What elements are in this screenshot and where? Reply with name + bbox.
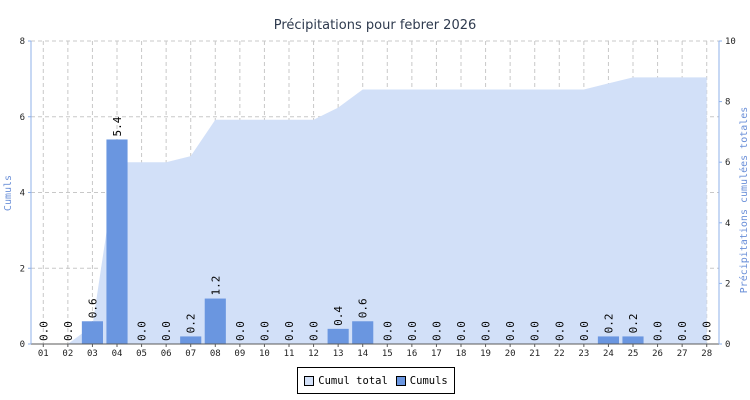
y-left-tick-label: 4 [20,189,25,199]
bar-14 [352,321,374,344]
data-label-01: 0.0 [37,321,50,341]
x-tick-label: 01 [38,349,49,359]
bar-25 [622,336,644,344]
cumul-total-area [43,77,707,345]
bar-24 [597,336,619,344]
data-label-22: 0.0 [553,321,566,341]
data-label-27: 0.0 [676,321,689,341]
x-tick-label: 20 [505,349,516,359]
data-label-21: 0.0 [529,321,542,341]
legend-item-cumul-total: Cumul total [304,375,388,387]
bar-07 [180,336,202,344]
x-tick-label: 17 [431,349,442,359]
legend-label-cumul-total: Cumul total [318,374,388,387]
y-left-tick-label: 6 [20,113,25,123]
data-label-05: 0.0 [136,321,149,341]
data-label-18: 0.0 [455,321,468,341]
data-label-14: 0.6 [357,298,370,318]
y-right-tick-label: 10 [725,37,736,47]
x-tick-label: 22 [554,349,565,359]
bar-04 [106,139,128,344]
data-label-20: 0.0 [504,321,517,341]
x-tick-label: 18 [456,349,467,359]
x-tick-label: 09 [234,349,245,359]
y-right-tick-label: 0 [725,340,730,350]
y-axis-left-label: Cumuls [3,175,14,211]
data-label-08: 1.2 [209,276,222,296]
data-label-13: 0.4 [332,306,345,326]
x-tick-label: 05 [136,349,147,359]
legend-swatch-cumuls [395,375,406,386]
data-label-12: 0.0 [308,321,321,341]
data-label-24: 0.2 [602,314,615,334]
x-tick-label: 27 [677,349,688,359]
y-left-tick-label: 2 [20,264,25,274]
data-label-11: 0.0 [283,321,296,341]
legend: Cumul total Cumuls [297,367,455,394]
x-tick-label: 26 [652,349,663,359]
x-tick-label: 04 [112,349,123,359]
data-label-23: 0.0 [578,321,591,341]
legend-swatch-cumul-total [304,375,315,386]
x-tick-label: 08 [210,349,221,359]
x-tick-label: 15 [382,349,393,359]
x-tick-label: 07 [185,349,196,359]
legend-label-cumuls: Cumuls [409,374,448,387]
x-tick-label: 25 [628,349,639,359]
x-tick-label: 06 [161,349,172,359]
x-tick-label: 12 [308,349,319,359]
data-label-06: 0.0 [160,321,173,341]
x-tick-label: 23 [578,349,589,359]
x-tick-label: 19 [480,349,491,359]
data-label-09: 0.0 [234,321,247,341]
y-left-tick-label: 8 [20,37,25,47]
y-right-tick-label: 2 [725,279,730,289]
data-label-07: 0.2 [185,314,198,334]
x-tick-label: 03 [87,349,98,359]
data-label-02: 0.0 [62,321,75,341]
x-tick-label: 24 [603,349,614,359]
x-tick-label: 21 [529,349,540,359]
y-right-tick-label: 8 [725,98,730,108]
bar-13 [327,328,349,344]
cumul-total-area-shape [43,77,707,345]
data-label-26: 0.0 [652,321,665,341]
data-label-10: 0.0 [258,321,271,341]
y-right-tick-label: 6 [725,158,730,168]
x-tick-label: 02 [62,349,73,359]
bar-03 [81,321,103,344]
data-label-28: 0.0 [701,321,714,341]
x-tick-label: 10 [259,349,270,359]
data-label-25: 0.2 [627,314,640,334]
y-axis-right-label: Précipitations cumulées totales [738,107,750,294]
bar-08 [204,298,226,344]
chart-title: Précipitations pour febrer 2026 [274,18,477,33]
data-label-19: 0.0 [480,321,493,341]
data-label-17: 0.0 [430,321,443,341]
data-label-03: 0.6 [86,298,99,318]
data-label-04: 5.4 [111,116,124,136]
data-labels: 0.0 0.0 0.6 5.4 0.0 0.0 0.2 1.2 0.0 0.0 0.0 0.0 0.4 0… [37,116,713,341]
data-label-15: 0.0 [381,321,394,341]
legend-item-cumuls: Cumuls [395,374,448,387]
x-tick-label: 14 [357,349,368,359]
x-tick-label: 28 [701,349,712,359]
x-tick-label: 16 [406,349,417,359]
x-tick-label: 11 [284,349,295,359]
cumuls-bars [81,139,644,344]
y-right-tick-label: 4 [725,219,730,229]
y-left-tick-label: 0 [20,340,25,350]
x-tick-label: 13 [333,349,344,359]
tick-labels: 01 02 03 04 05 06 07 08 09 10 11 12 13 14 15 16 17 18 19 20… [20,37,736,359]
data-label-16: 0.0 [406,321,419,341]
